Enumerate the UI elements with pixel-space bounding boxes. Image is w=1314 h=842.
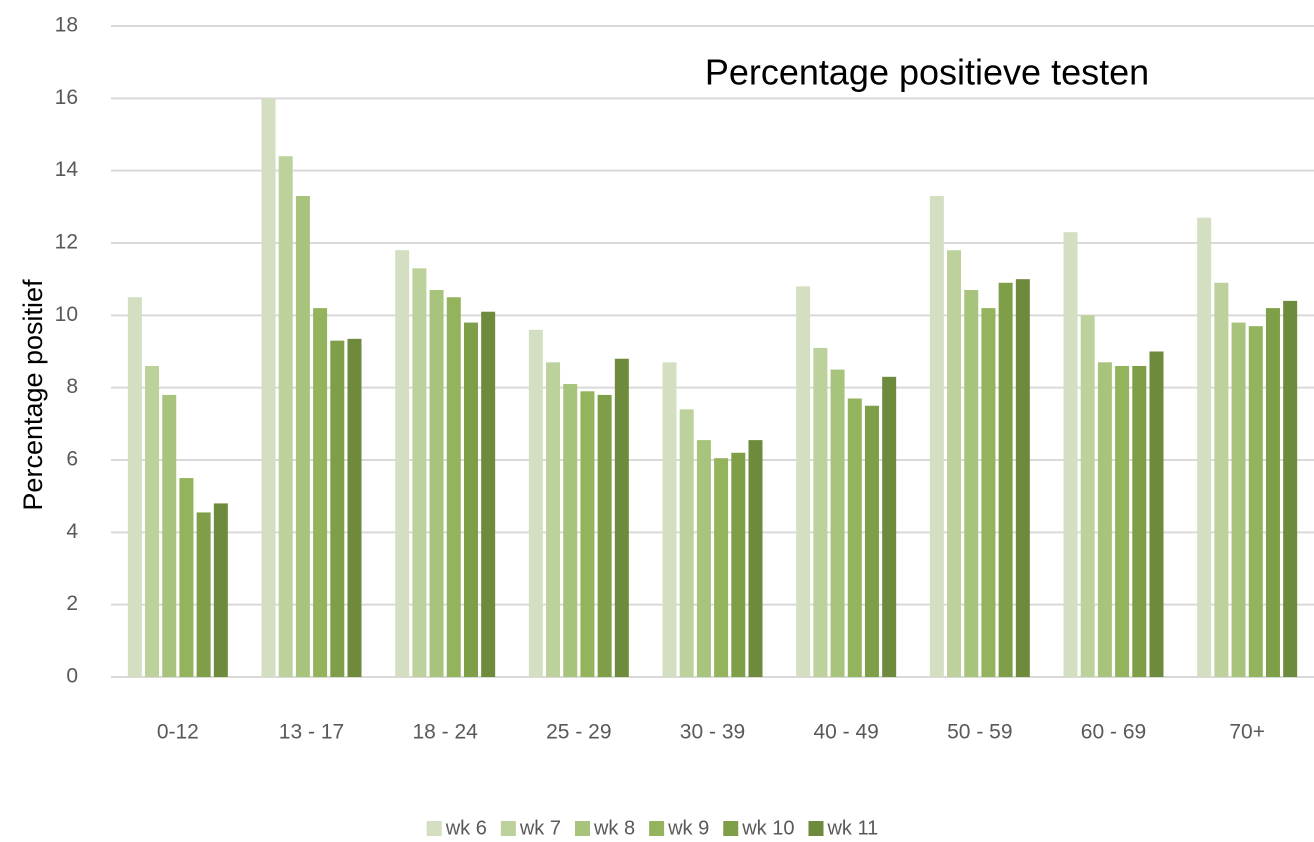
legend-item: wk 7 xyxy=(500,817,561,839)
bar xyxy=(796,286,811,677)
bar xyxy=(580,391,595,677)
bar xyxy=(662,362,677,677)
legend-label: wk 6 xyxy=(445,817,487,839)
bar xyxy=(463,322,478,677)
legend: wk 6 wk 7 wk 8 wk 9 wk 10 wk 11 xyxy=(426,817,878,839)
legend-swatch xyxy=(574,821,590,836)
bar xyxy=(947,250,962,677)
bar xyxy=(295,195,310,677)
bar xyxy=(347,338,362,677)
bar xyxy=(929,195,944,677)
bar xyxy=(1080,315,1095,677)
bar xyxy=(679,409,694,677)
y-tick-label: 4 xyxy=(66,520,78,543)
bar xyxy=(179,478,194,677)
x-tick-label: 13 - 17 xyxy=(279,721,344,744)
legend-swatch xyxy=(649,821,665,836)
bar xyxy=(313,308,328,677)
title-background xyxy=(686,51,1168,93)
legend-item: wk 10 xyxy=(723,817,794,839)
y-tick-label: 2 xyxy=(66,592,78,615)
bar xyxy=(162,394,177,677)
bar xyxy=(998,282,1013,677)
y-tick-label: 12 xyxy=(55,231,78,254)
bar xyxy=(597,394,612,677)
legend-item: wk 6 xyxy=(426,817,487,839)
y-tick-label: 18 xyxy=(55,14,78,37)
legend-label: wk 10 xyxy=(741,817,794,839)
bar xyxy=(481,311,496,677)
y-tick-label: 0 xyxy=(66,665,78,688)
bar xyxy=(830,369,845,677)
bar xyxy=(748,440,763,677)
bar xyxy=(429,290,444,677)
y-tick-label: 16 xyxy=(55,86,78,109)
bar xyxy=(614,358,629,677)
x-tick-label: 0-12 xyxy=(157,721,199,744)
bar xyxy=(1015,279,1030,677)
bar xyxy=(1149,351,1164,677)
y-tick-label: 10 xyxy=(55,303,78,326)
bar xyxy=(696,440,711,677)
bar xyxy=(731,452,746,677)
bar xyxy=(1283,300,1298,677)
x-tick-label: 60 - 69 xyxy=(1081,721,1146,744)
x-tick-label: 50 - 59 xyxy=(947,721,1012,744)
bar xyxy=(714,458,729,677)
bar xyxy=(446,297,461,677)
bar xyxy=(1063,232,1078,677)
legend-item: wk 8 xyxy=(574,817,635,839)
y-axis-label: Percentage positief xyxy=(18,279,48,511)
bar xyxy=(813,347,828,677)
bar xyxy=(1265,308,1280,677)
y-tick-label: 6 xyxy=(66,448,78,471)
legend-item: wk 9 xyxy=(649,817,709,839)
bar xyxy=(981,308,996,677)
bar xyxy=(1197,217,1212,677)
bar xyxy=(1214,282,1229,677)
bar xyxy=(1132,365,1147,677)
x-tick-label: 25 - 29 xyxy=(546,721,611,744)
x-tick-label: 30 - 39 xyxy=(680,721,745,744)
legend-swatch xyxy=(723,821,739,836)
x-tick-label: 70+ xyxy=(1229,721,1265,744)
bar xyxy=(330,340,345,677)
y-tick-label: 14 xyxy=(55,158,79,181)
legend-swatch xyxy=(500,821,516,836)
y-tick-label: 8 xyxy=(66,375,78,398)
bar xyxy=(882,376,897,677)
bars xyxy=(127,98,1298,678)
bar xyxy=(127,297,142,677)
bar xyxy=(847,398,862,677)
legend-label: wk 7 xyxy=(519,817,561,839)
legend-label: wk 8 xyxy=(593,817,635,839)
legend-label: wk 9 xyxy=(667,817,709,839)
legend-item: wk 11 xyxy=(808,817,878,839)
bar xyxy=(261,98,276,678)
bar xyxy=(563,384,578,677)
x-tick-label: 18 - 24 xyxy=(412,721,478,744)
grid: 0 2 4 6 8 10 12 14 16 18 0-12 13 - 17 18 - 24 25 - 29… xyxy=(55,14,1314,744)
bar xyxy=(278,156,293,677)
bar xyxy=(1115,365,1130,677)
legend-label: wk 11 xyxy=(826,817,878,839)
bar xyxy=(145,365,160,677)
chart-title: Percentage positieve testen xyxy=(705,52,1149,93)
bar xyxy=(1231,322,1246,677)
x-tick-label: 40 - 49 xyxy=(813,721,878,744)
legend-swatch xyxy=(426,821,442,836)
bar xyxy=(546,362,561,677)
bar xyxy=(213,503,228,677)
bar xyxy=(412,268,427,677)
bar xyxy=(964,290,979,677)
bar xyxy=(196,512,211,677)
bar xyxy=(528,329,543,677)
legend-swatch xyxy=(808,821,824,836)
bar xyxy=(1097,362,1112,677)
bar xyxy=(1248,326,1263,677)
bar xyxy=(864,405,879,677)
bar xyxy=(395,250,410,677)
